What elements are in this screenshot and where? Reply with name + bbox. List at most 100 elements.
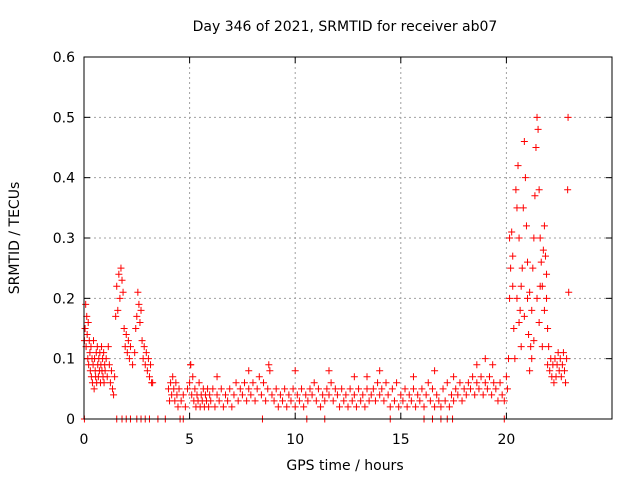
- axes: 0 0.1 0.2 0.3 0.4 0.5 0.6 0 5 10 15 20: [53, 50, 612, 448]
- data-point: [113, 282, 121, 290]
- data-point: [133, 312, 141, 320]
- data-point: [498, 391, 506, 399]
- data-point: [473, 361, 481, 369]
- data-point: [142, 349, 150, 357]
- data-point: [222, 391, 230, 399]
- data-point: [310, 379, 318, 387]
- data-point: [532, 144, 540, 151]
- data-point: [189, 373, 197, 381]
- data-point: [518, 264, 526, 272]
- data-point: [287, 397, 295, 405]
- data-point: [490, 379, 498, 387]
- data-point: [325, 391, 333, 399]
- data-point: [144, 355, 152, 363]
- data-point: [447, 391, 455, 399]
- data-point: [126, 343, 134, 351]
- data-point: [524, 294, 532, 302]
- data-point: [177, 397, 185, 405]
- y-tick-label: 0.2: [53, 291, 75, 307]
- data-point: [272, 385, 280, 393]
- data-point: [390, 397, 398, 405]
- data-point: [289, 385, 297, 393]
- data-point: [270, 397, 278, 405]
- data-point: [441, 397, 449, 405]
- data-point: [120, 325, 128, 332]
- data-point: [274, 403, 282, 411]
- data-point: [516, 306, 524, 314]
- data-point: [336, 403, 344, 411]
- data-point: [238, 391, 246, 399]
- data-point: [224, 397, 232, 405]
- data-point: [513, 294, 521, 302]
- data-point: [115, 270, 123, 278]
- x-tick-label: 15: [392, 432, 410, 448]
- data-point: [403, 403, 411, 411]
- data-point: [519, 204, 527, 212]
- data-point: [526, 288, 534, 296]
- data-point: [81, 325, 89, 332]
- data-point: [505, 355, 513, 363]
- data-point: [215, 397, 223, 405]
- data-point: [314, 385, 322, 393]
- data-point: [527, 343, 535, 351]
- data-point: [386, 403, 394, 411]
- data-point: [414, 391, 422, 399]
- data-point: [409, 385, 417, 393]
- data-point: [107, 367, 115, 375]
- data-point: [209, 385, 217, 393]
- data-point: [333, 391, 341, 399]
- data-point: [211, 403, 219, 411]
- data-point: [536, 282, 544, 290]
- data-point: [172, 379, 180, 387]
- data-point: [84, 318, 92, 326]
- data-point: [515, 234, 523, 242]
- data-point: [458, 397, 466, 405]
- data-point: [283, 403, 291, 411]
- data-point: [101, 367, 109, 375]
- data-point: [374, 379, 382, 387]
- data-point: [528, 355, 536, 363]
- data-point: [481, 355, 489, 363]
- data-point: [558, 361, 566, 369]
- data-point: [565, 288, 573, 296]
- data-point: [118, 276, 126, 284]
- data-series-srmtid: [80, 113, 573, 423]
- data-point: [317, 403, 325, 411]
- y-axis-label: SRMTID / TECUs: [7, 182, 23, 295]
- data-point: [506, 234, 514, 242]
- data-point: [380, 397, 388, 405]
- data-point: [321, 397, 329, 405]
- data-point: [114, 306, 122, 314]
- data-point: [564, 186, 572, 194]
- data-point: [331, 385, 339, 393]
- data-point: [338, 385, 346, 393]
- data-point: [426, 397, 434, 405]
- data-point: [494, 397, 502, 405]
- data-point: [428, 385, 436, 393]
- data-point: [454, 391, 462, 399]
- data-point: [312, 397, 320, 405]
- data-point: [106, 379, 114, 387]
- data-point: [179, 391, 187, 399]
- data-point: [422, 391, 430, 399]
- data-point: [535, 318, 543, 326]
- data-point: [405, 391, 413, 399]
- x-tick-label: 20: [497, 432, 515, 448]
- data-point: [344, 403, 352, 411]
- data-point: [544, 361, 552, 369]
- chart-title: Day 346 of 2021, SRMTID for receiver ab0…: [193, 19, 498, 35]
- data-point: [562, 379, 570, 387]
- data-point: [132, 325, 140, 332]
- data-point: [510, 325, 518, 332]
- data-point: [83, 331, 91, 339]
- data-point: [255, 373, 263, 381]
- data-point: [226, 385, 234, 393]
- data-point: [395, 403, 403, 411]
- data-point: [544, 325, 552, 332]
- x-tick-label: 0: [80, 432, 89, 448]
- data-point: [116, 294, 124, 302]
- data-point: [109, 385, 117, 393]
- data-point: [138, 337, 146, 345]
- data-point: [276, 391, 284, 399]
